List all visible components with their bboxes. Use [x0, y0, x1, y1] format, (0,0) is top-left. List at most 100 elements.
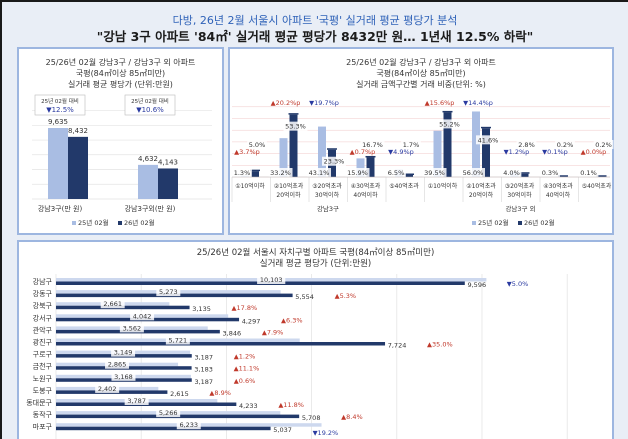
- bar-2026: [56, 342, 386, 346]
- value-label-2025: 56.0%: [463, 169, 484, 177]
- change-label: ▲0.7%p: [350, 148, 376, 156]
- value-label-2025: 2,402: [98, 385, 117, 393]
- value-label-2025-bg: [268, 168, 293, 177]
- value-label-2025-bg: [461, 168, 485, 177]
- bar-2026: [443, 112, 452, 177]
- value-label-2026-bg: [437, 119, 462, 129]
- legend-swatch-2026: [518, 221, 522, 225]
- bar-2026: [68, 136, 88, 199]
- value-label-2025-bg: [95, 383, 120, 393]
- value-label-2025: 33.2%: [270, 169, 291, 177]
- district-label: 노원구: [33, 374, 53, 383]
- district-label: 동작구: [33, 410, 53, 419]
- legend-swatch-2025: [472, 221, 476, 225]
- change-label: ▲6.3%: [281, 316, 303, 324]
- value-label-2025-bg: [257, 275, 286, 284]
- value-label-2026: 1.7%: [403, 141, 420, 149]
- change-label: ▲1.2%: [234, 353, 256, 361]
- district-label: 동대문구: [26, 399, 52, 407]
- group-label: 강남3구 외: [505, 204, 535, 213]
- change-label: ▼5.0%: [507, 280, 529, 288]
- value-label-2026: 3,135: [192, 305, 211, 313]
- value-label-2025: 15.9%: [347, 169, 368, 177]
- value-label-2026: 0.2%: [557, 141, 574, 149]
- bar-value-label: 4,143: [158, 158, 178, 166]
- value-label-2025: 10,103: [260, 276, 283, 284]
- category-label: ①10억이하: [235, 182, 265, 190]
- bar-2026-cap: [519, 172, 530, 174]
- value-label-2025-bg: [165, 335, 190, 345]
- change-box-label: 25년 02월 대비: [131, 97, 169, 105]
- change-label: ▲20.2%p: [271, 99, 301, 107]
- change-label: ▼19.7%p: [309, 99, 339, 107]
- change-label: ▼4.9%p: [388, 148, 414, 156]
- category-label-line2: 20억이하: [276, 191, 301, 199]
- category-label: ①10억이하: [428, 182, 458, 190]
- group-label: 강남3구: [317, 204, 339, 213]
- category-label: ②10억초과: [466, 182, 496, 190]
- bar-2026-cap: [442, 110, 453, 113]
- bar-2025: [138, 164, 158, 199]
- bar-2026: [158, 168, 178, 199]
- chart2-title-1: 25/26년 02월 강남3구 / 강남3구 외 아파트: [346, 58, 496, 67]
- headline: "강남 3구 아파트 '84㎡' 실거래 평균 평당가 8432만 원… 1년새…: [96, 29, 534, 44]
- bar-2026-cap: [404, 173, 414, 176]
- value-label-2025-bg: [105, 359, 130, 369]
- value-label-2025: 5,273: [159, 288, 178, 296]
- value-label-2026: 23.3%: [324, 158, 345, 166]
- bar-2026-cap: [596, 175, 607, 177]
- chart2-title-2: 국평(84㎡이상 85㎡미만): [376, 69, 466, 78]
- bar-2026: [251, 171, 259, 177]
- value-label-2025: 5,266: [159, 409, 178, 417]
- bar-2026-cap: [481, 126, 491, 129]
- value-label-2025-bg: [578, 168, 599, 177]
- change-label: ▲15.6%p: [425, 99, 455, 107]
- value-label-2026: 3,846: [223, 329, 242, 337]
- value-label-2025: 3,149: [114, 349, 133, 357]
- change-box: [34, 94, 86, 116]
- legend-label-2026: 26년 02월: [124, 218, 155, 227]
- value-label-2025: 2,661: [103, 300, 122, 308]
- category-label: ④30억초과: [351, 182, 381, 190]
- bar-value-label: 9,635: [48, 118, 68, 126]
- chart3-title-2: 실거래 평균 평당가 (단위:만원): [259, 259, 372, 269]
- category-label: 강남3구(만 원): [38, 204, 83, 213]
- value-label-2026-bg: [593, 140, 614, 149]
- value-label-2025-bg: [119, 323, 144, 333]
- value-label-2026: 41.6%: [478, 136, 499, 144]
- value-label-2025-bg: [176, 420, 201, 430]
- value-label-2025: 43.1%: [309, 169, 330, 177]
- change-label: ▲3.7%p: [234, 148, 260, 156]
- change-label: ▲8.4%: [341, 413, 363, 421]
- value-label-2026: 4,297: [242, 317, 261, 325]
- district-label: 강남구: [33, 277, 53, 286]
- value-label-2026: 5,554: [295, 293, 314, 301]
- category-label: ④30억초과: [543, 182, 573, 190]
- legend-label-2026: 26년 02월: [524, 218, 555, 227]
- chart1-title-1: 25/26년 02월 강남3구 / 강남3구 외 아파트: [45, 58, 196, 67]
- subtitle: 다방, 26년 2월 서울시 아파트 '국평' 실거래 평균 평당가 분석: [172, 14, 458, 27]
- value-label-2026: 55.2%: [439, 120, 460, 128]
- value-label-2025-bg: [124, 396, 149, 405]
- category-label-line2: 30억이하: [507, 191, 532, 199]
- value-label-2025: 6.5%: [388, 169, 405, 177]
- value-label-2025: 5,721: [169, 337, 188, 345]
- district-label: 강서구: [33, 313, 53, 322]
- value-label-2025-bg: [386, 168, 406, 177]
- value-label-2025: 0.3%: [542, 169, 559, 177]
- value-label-2026: 5,708: [302, 414, 321, 422]
- bar-2026: [482, 128, 490, 177]
- value-label-2026-bg: [283, 121, 308, 131]
- change-label: ▲5.3%: [335, 292, 357, 300]
- value-label-2026: 3,183: [194, 366, 213, 374]
- bar-2026: [289, 114, 298, 177]
- legend-label-2025: 25년 02월: [78, 218, 109, 227]
- value-label-2026: 53.3%: [285, 123, 306, 131]
- change-label: ▼1.2%p: [504, 148, 530, 156]
- district-label: 마포구: [33, 422, 53, 431]
- value-label-2026: 4,233: [239, 402, 258, 410]
- value-label-2025: 39.5%: [424, 169, 445, 177]
- change-value: ▼10.6%: [136, 106, 164, 114]
